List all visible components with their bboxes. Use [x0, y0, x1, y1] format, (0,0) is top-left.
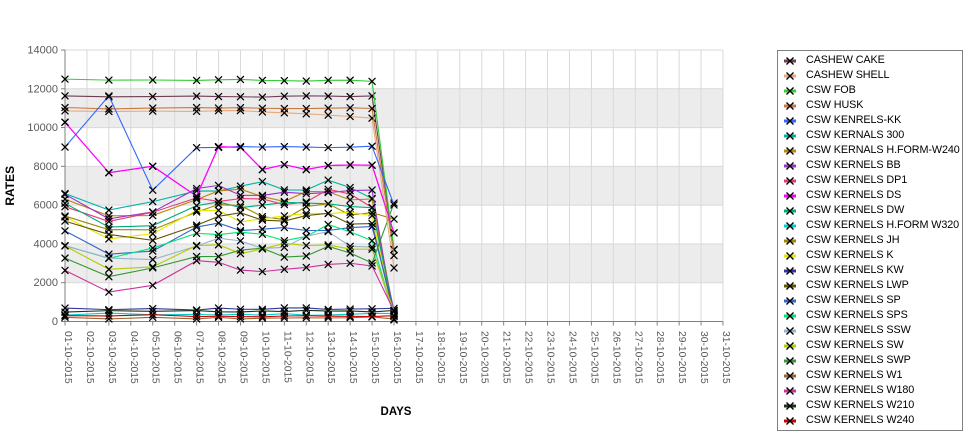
svg-text:16-10-2015: 16-10-2015 [391, 331, 402, 384]
svg-text:01-10-2015: 01-10-2015 [62, 331, 73, 384]
svg-text:15-10-2015: 15-10-2015 [369, 331, 380, 384]
svg-text:03-10-2015: 03-10-2015 [106, 331, 117, 384]
svg-text:29-10-2015: 29-10-2015 [676, 331, 687, 384]
svg-text:10-10-2015: 10-10-2015 [259, 331, 270, 384]
svg-text:11-10-2015: 11-10-2015 [281, 331, 292, 383]
svg-text:17-10-2015: 17-10-2015 [413, 331, 424, 384]
svg-text:26-10-2015: 26-10-2015 [610, 331, 621, 384]
svg-text:22-10-2015: 22-10-2015 [523, 331, 534, 384]
svg-text:06-10-2015: 06-10-2015 [172, 331, 183, 384]
svg-text:02-10-2015: 02-10-2015 [84, 331, 95, 384]
svg-text:31-10-2015: 31-10-2015 [720, 331, 731, 384]
svg-text:8000: 8000 [34, 161, 58, 173]
svg-text:27-10-2015: 27-10-2015 [632, 331, 643, 384]
svg-text:23-10-2015: 23-10-2015 [545, 331, 556, 384]
svg-text:10000: 10000 [27, 122, 58, 134]
svg-text:RATES: RATES [3, 166, 17, 206]
svg-text:24-10-2015: 24-10-2015 [566, 331, 577, 384]
svg-text:07-10-2015: 07-10-2015 [194, 331, 205, 384]
svg-text:05-10-2015: 05-10-2015 [150, 331, 161, 384]
svg-text:DAYS: DAYS [381, 406, 412, 418]
svg-text:18-10-2015: 18-10-2015 [435, 331, 446, 384]
svg-text:20-10-2015: 20-10-2015 [479, 331, 490, 384]
svg-text:28-10-2015: 28-10-2015 [654, 331, 665, 384]
svg-text:14000: 14000 [27, 45, 58, 57]
svg-text:25-10-2015: 25-10-2015 [588, 331, 599, 384]
svg-text:4000: 4000 [34, 238, 58, 250]
svg-text:0: 0 [52, 316, 58, 328]
svg-text:13-10-2015: 13-10-2015 [325, 331, 336, 384]
svg-text:19-10-2015: 19-10-2015 [457, 331, 468, 384]
svg-text:2000: 2000 [34, 277, 58, 289]
svg-text:12000: 12000 [27, 83, 58, 95]
svg-text:6000: 6000 [34, 200, 58, 212]
svg-text:21-10-2015: 21-10-2015 [501, 331, 512, 384]
svg-text:09-10-2015: 09-10-2015 [237, 331, 248, 384]
svg-text:04-10-2015: 04-10-2015 [128, 331, 139, 384]
svg-text:14-10-2015: 14-10-2015 [347, 331, 358, 384]
svg-text:30-10-2015: 30-10-2015 [698, 331, 709, 384]
svg-text:12-10-2015: 12-10-2015 [303, 331, 314, 384]
svg-text:08-10-2015: 08-10-2015 [216, 331, 227, 384]
